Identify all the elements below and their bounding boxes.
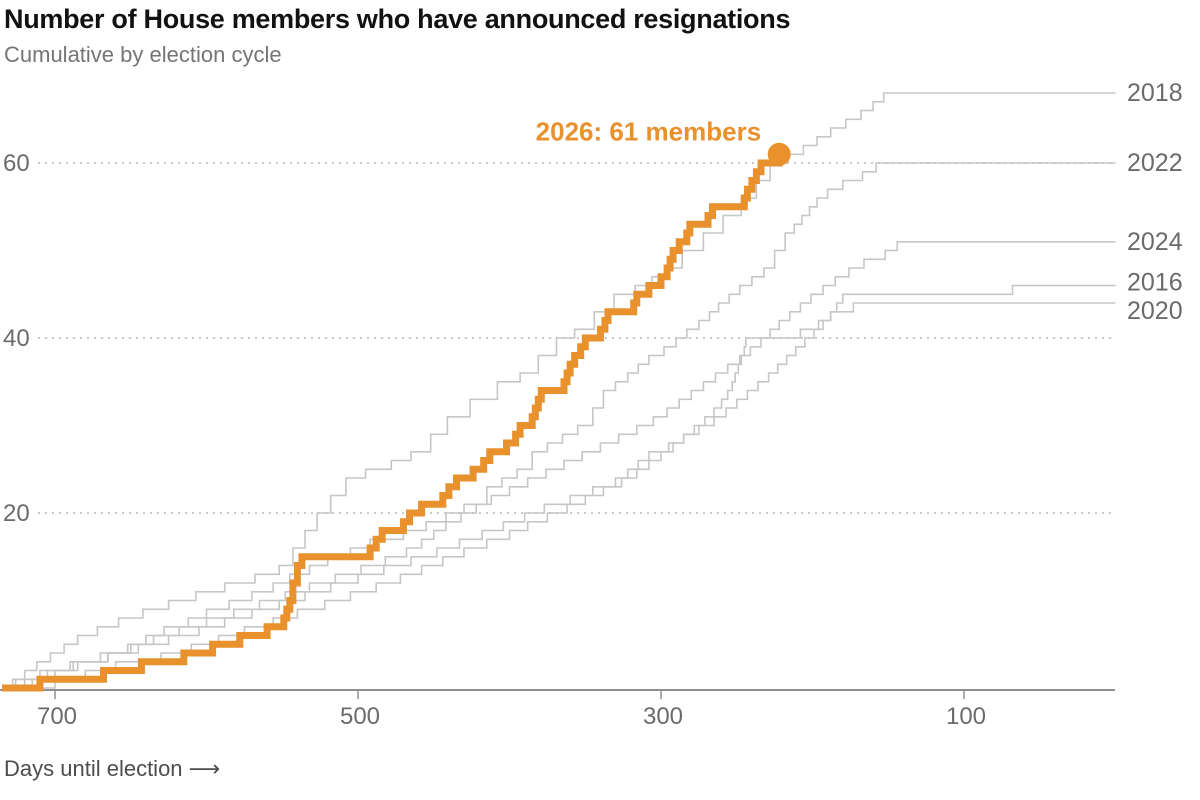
x-axis-group: 700 500 300 100	[0, 689, 1115, 730]
x-tick-label-500: 500	[340, 703, 380, 730]
page-title: Number of House members who have announc…	[4, 4, 791, 34]
x-tick-label-300: 300	[643, 703, 683, 730]
x-tick-label-100: 100	[946, 703, 986, 730]
x-tick-label-700: 700	[37, 703, 77, 730]
series-line-2016	[2, 284, 1116, 689]
series-lines-group	[2, 92, 1116, 692]
series-line-2020	[2, 302, 1116, 689]
y-axis-label-20: 20	[3, 500, 30, 527]
x-axis-caption: Days until election ⟶	[4, 756, 221, 781]
year-label-2018: 2018	[1127, 79, 1183, 107]
series-line-2024	[2, 241, 1116, 689]
year-label-2016: 2016	[1127, 269, 1183, 297]
y-axis-label-40: 40	[3, 325, 30, 352]
y-axis-label-60: 60	[3, 150, 30, 177]
latest-point-dot-2026	[767, 142, 791, 166]
series-line-2022	[2, 162, 1116, 689]
annotation-2026: 2026: 61 members	[536, 116, 761, 146]
gridlines-group: 20 40 60	[3, 150, 1112, 527]
series-line-2026	[2, 154, 783, 692]
year-label-2020: 2020	[1127, 297, 1183, 325]
year-label-2022: 2022	[1127, 149, 1183, 177]
page-subtitle: Cumulative by election cycle	[4, 42, 282, 67]
year-label-2024: 2024	[1127, 228, 1183, 256]
